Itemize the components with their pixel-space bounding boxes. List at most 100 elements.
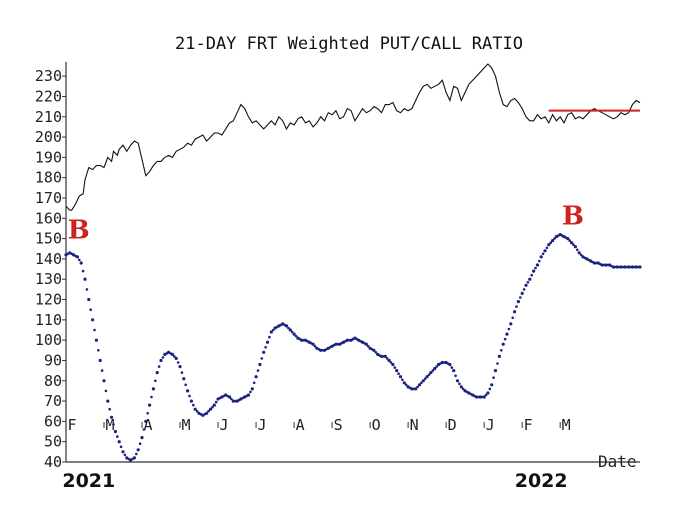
ratio-point	[192, 403, 195, 407]
ratio-point	[372, 348, 376, 352]
ratio-point	[264, 346, 267, 349]
ratio-point	[592, 261, 597, 265]
ratio-point	[505, 332, 509, 336]
ratio-point	[119, 445, 123, 449]
y-tick-label: 90	[44, 351, 62, 369]
ratio-point	[519, 296, 522, 299]
ratio-point	[249, 390, 252, 394]
ratio-point	[292, 332, 296, 336]
ratio-point	[146, 412, 149, 415]
y-tick-label: 160	[35, 209, 62, 227]
ratio-point	[294, 334, 298, 338]
ratio-point	[81, 269, 85, 273]
y-tick-label: 70	[44, 392, 62, 410]
ratio-point	[576, 248, 579, 252]
ratio-point	[87, 297, 91, 302]
ratio-point	[507, 327, 511, 331]
ratio-point	[121, 450, 125, 454]
ratio-point	[157, 365, 161, 368]
axes	[62, 62, 640, 463]
ratio-point	[568, 239, 571, 242]
x-tick-label: F	[67, 416, 76, 434]
ratio-point	[431, 369, 435, 372]
ratio-point	[623, 265, 627, 269]
ratio-point	[435, 365, 438, 368]
ratio-point	[319, 348, 323, 352]
ratio-point	[364, 342, 368, 346]
ratio-point	[104, 389, 108, 393]
ratio-point	[515, 305, 518, 308]
ratio-point	[97, 349, 100, 352]
ratio-point	[79, 261, 83, 265]
ratio-point	[184, 383, 187, 387]
y-tick-label: 40	[44, 453, 62, 471]
ratio-point	[545, 246, 549, 250]
ratio-point	[85, 288, 89, 291]
x-tick-label: M	[562, 416, 571, 434]
ratio-point	[116, 435, 119, 438]
ratio-point	[490, 383, 494, 387]
y-tick-label: 110	[35, 311, 62, 329]
ratio-point	[113, 429, 117, 434]
x-tick-label: F	[524, 416, 533, 434]
ratio-point	[138, 442, 142, 446]
ratio-point	[154, 379, 157, 383]
ratio-point	[398, 375, 403, 379]
ratio-point	[230, 397, 233, 401]
ratio-point	[484, 393, 488, 397]
ratio-point	[205, 411, 209, 415]
ratio-point	[638, 265, 642, 269]
ratio-point	[524, 283, 528, 287]
ratio-point	[155, 371, 159, 375]
ratio-point	[570, 241, 574, 245]
ratio-point	[265, 340, 270, 344]
ratio-point	[513, 310, 517, 314]
ratio-point	[268, 335, 271, 339]
x-axis-label: Date	[598, 452, 637, 471]
ratio-point	[178, 365, 182, 369]
y-tick-label: 130	[35, 270, 62, 288]
y-tick-label: 60	[44, 412, 62, 430]
ratio-point	[254, 375, 258, 379]
ratio-point	[401, 378, 404, 382]
ratio-point	[256, 369, 260, 372]
y-tick-label: 220	[35, 87, 62, 105]
ratio-point	[573, 245, 578, 249]
ratio-point	[522, 288, 526, 291]
y-tick-label: 50	[44, 433, 62, 451]
ratio-point	[159, 358, 163, 363]
ratio-point	[132, 456, 136, 460]
ratio-point	[500, 349, 503, 352]
ratio-point	[78, 258, 81, 262]
ratio-point	[440, 360, 444, 365]
ratio-point	[252, 381, 256, 385]
ratio-point	[566, 237, 570, 241]
ratio-point	[474, 395, 479, 399]
ratio-point	[433, 367, 437, 371]
ratio-point	[538, 259, 541, 263]
ratio-point	[572, 243, 575, 246]
ratio-point	[214, 400, 218, 404]
ratio-point	[260, 357, 264, 360]
ratio-point	[425, 375, 429, 379]
ratio-point	[534, 266, 537, 270]
ratio-point	[246, 393, 251, 397]
ratio-point	[516, 300, 521, 304]
ratio-point	[108, 407, 111, 411]
ratio-point	[102, 379, 106, 383]
ratio-point	[93, 328, 96, 332]
ratio-point	[404, 383, 408, 387]
ratio-point	[547, 243, 551, 247]
ratio-point	[188, 394, 191, 398]
ratio-point	[142, 428, 146, 431]
ratio-point	[630, 265, 635, 269]
ratio-point	[627, 265, 631, 269]
ratio-point	[106, 399, 110, 403]
ratio-point	[427, 373, 431, 377]
ratio-point	[478, 395, 482, 399]
x-tick-label: S	[334, 416, 343, 434]
ratio-point	[393, 366, 397, 369]
ratio-point	[311, 342, 315, 346]
ratio-point	[450, 366, 454, 369]
